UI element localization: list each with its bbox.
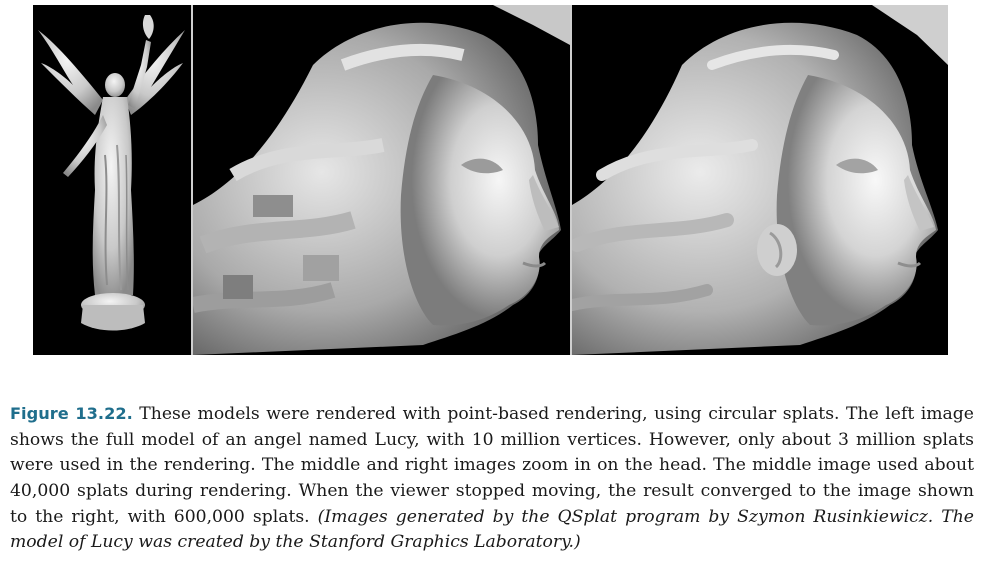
panel-head-600k [572, 5, 948, 355]
figure-image-strip [33, 5, 948, 355]
panel-full-model [33, 5, 191, 355]
head-render-icon [193, 5, 570, 355]
panel-divider [570, 5, 572, 355]
panel-head-40k [193, 5, 570, 355]
angel-statue-icon [33, 5, 191, 355]
head-render-smooth-icon [572, 5, 948, 355]
caption-body: These models were rendered with point-ba… [10, 404, 974, 527]
figure-label: Figure 13.22. [10, 404, 133, 424]
caption-credit: (Images generated by the QSplat program … [10, 506, 974, 553]
figure-caption: Figure 13.22. These models were rendered… [10, 401, 974, 556]
panel-divider [191, 5, 193, 355]
